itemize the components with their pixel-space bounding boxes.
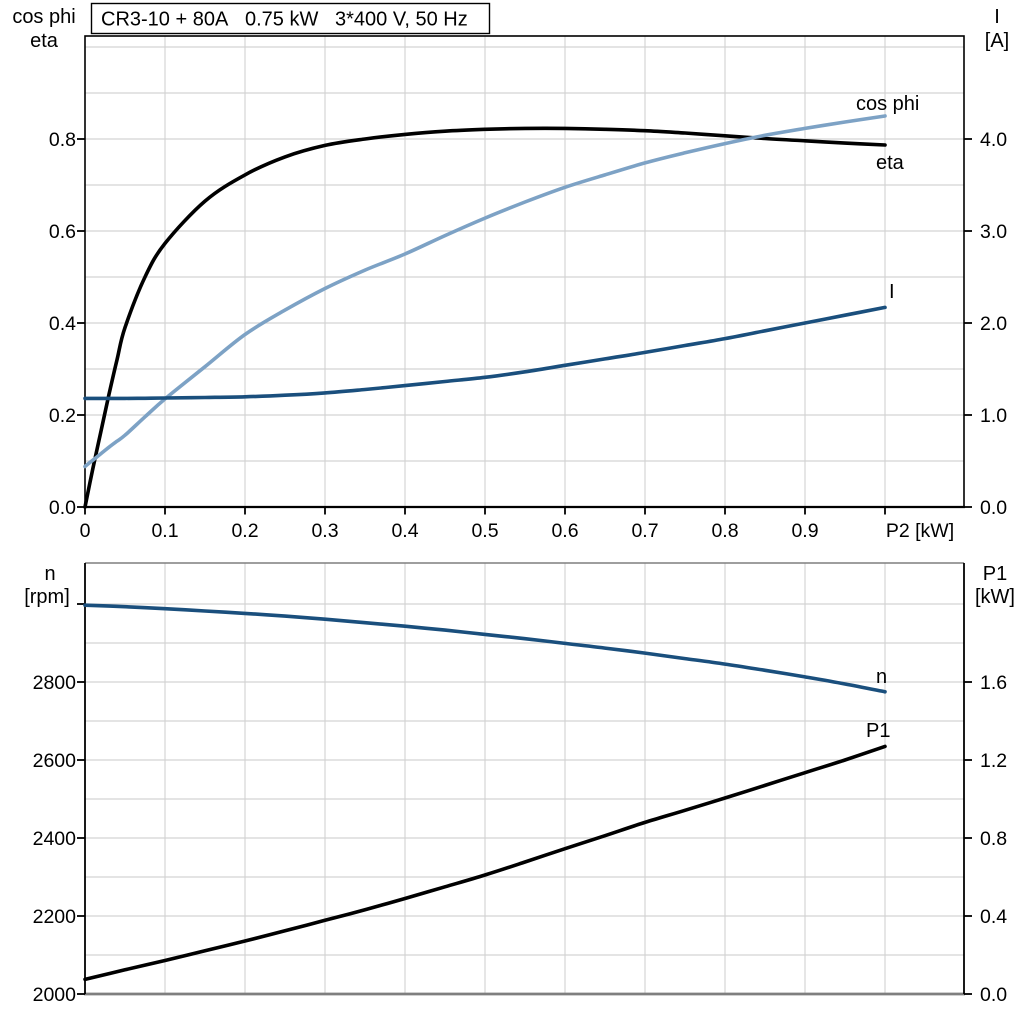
x-tick-label: 0.6 — [551, 520, 578, 542]
x-tick-label: 0.9 — [791, 520, 818, 542]
curve-P1 — [83, 744, 887, 982]
x-tick-label: 0.5 — [471, 520, 498, 542]
bottom-left-axis-title-rpm-unit: [rpm] — [24, 586, 70, 608]
top-chart-gridlines — [85, 36, 964, 507]
left-tick-label: 2000 — [33, 984, 77, 1006]
bottom-chart-tick-labels: 2000 2200 2400 2600 2800 0.0 0.4 0.8 1.2 1.6 — [33, 672, 1008, 1006]
right-tick-label: 2.0 — [980, 313, 1007, 335]
x-tick-label: 0.8 — [711, 520, 738, 542]
bottom-chart-frame — [84, 562, 965, 996]
top-left-axis-title-eta: eta — [30, 30, 59, 52]
curve-label-cos-phi: cos phi — [856, 93, 919, 115]
right-tick-label: 0.0 — [980, 984, 1007, 1006]
curve-label-eta: eta — [876, 152, 905, 174]
x-tick-label: 0.4 — [391, 520, 418, 542]
curve-eta — [83, 126, 887, 509]
right-tick-label: 1.2 — [980, 750, 1007, 772]
curve-label-speed: n — [876, 666, 887, 688]
curve-label-power-in: P1 — [866, 720, 890, 742]
left-tick-label: 0.0 — [49, 497, 76, 519]
chart-title: CR3-10 + 80A 0.75 kW 3*400 V, 50 Hz — [101, 9, 468, 31]
left-tick-label: 2800 — [33, 672, 77, 694]
x-tick-label: 0 — [80, 520, 91, 542]
right-tick-label: 0.4 — [980, 906, 1007, 928]
x-tick-label: 0.2 — [231, 520, 258, 542]
left-tick-label: 2200 — [33, 906, 77, 928]
top-right-axis-title-current: I — [994, 6, 1000, 28]
bottom-chart-curves — [83, 603, 887, 982]
right-tick-label: 4.0 — [980, 129, 1007, 151]
left-tick-label: 2600 — [33, 750, 77, 772]
top-chart-curves — [83, 114, 887, 509]
curve-n — [83, 603, 887, 694]
x-tick-label: 0.3 — [311, 520, 338, 542]
top-left-axis-title-cos-phi: cos phi — [12, 6, 75, 28]
top-chart-frame — [84, 35, 965, 509]
bottom-right-axis-title-kw-unit: [kW] — [975, 586, 1015, 608]
left-tick-label: 0.6 — [49, 221, 76, 243]
right-tick-label: 0.0 — [980, 497, 1007, 519]
x-axis-title: P2 [kW] — [886, 520, 954, 542]
curve-I — [83, 305, 887, 401]
title-box — [90, 2, 491, 35]
top-plot-border — [84, 35, 965, 508]
left-tick-label: 0.4 — [49, 313, 76, 335]
right-tick-label: 3.0 — [980, 221, 1007, 243]
bottom-chart-gridlines — [85, 563, 964, 994]
right-tick-label: 1.6 — [980, 672, 1007, 694]
bottom-right-axis-title-p1: P1 — [983, 563, 1007, 585]
top-chart-tick-labels: 0 0.1 0.2 0.3 0.4 0.5 0.6 0.7 0.8 0.9 0.0 0.2 0.4 0.6… — [49, 129, 1007, 542]
right-tick-label: 0.8 — [980, 828, 1007, 850]
top-right-axis-title-ampere-unit: [A] — [985, 30, 1009, 52]
left-tick-label: 2400 — [33, 828, 77, 850]
left-tick-label: 0.2 — [49, 405, 76, 427]
bottom-left-axis-title-n: n — [44, 563, 55, 585]
left-tick-label: 0.8 — [49, 129, 76, 151]
bottom-chart-ticks — [77, 603, 972, 995]
right-tick-label: 1.0 — [980, 405, 1007, 427]
curve-cos-phi — [83, 114, 887, 469]
top-chart-ticks — [77, 138, 972, 515]
x-tick-label: 0.7 — [631, 520, 658, 542]
x-tick-label: 0.1 — [151, 520, 178, 542]
curve-label-current: I — [889, 281, 895, 303]
